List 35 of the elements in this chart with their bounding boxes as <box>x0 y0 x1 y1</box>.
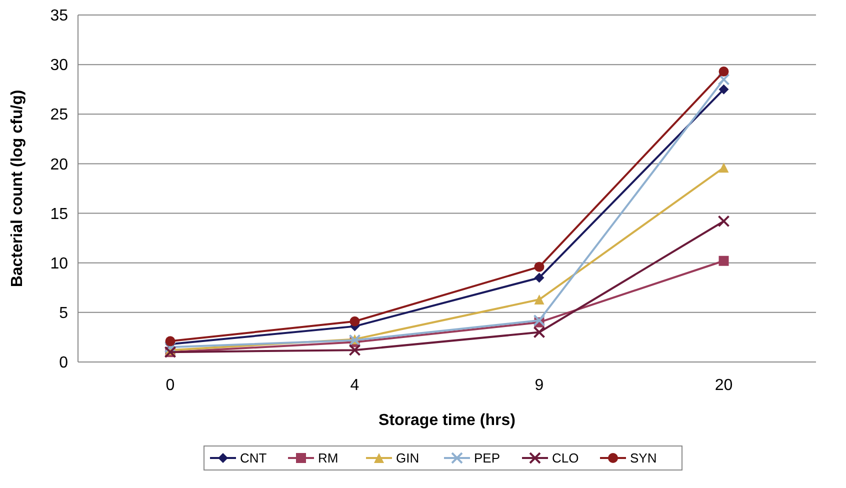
point <box>350 316 360 326</box>
legend-label: CLO <box>552 450 579 466</box>
y-tick-label: 10 <box>50 255 68 272</box>
legend-label: SYN <box>630 450 657 466</box>
y-tick-label: 35 <box>50 8 68 25</box>
y-tick-label: 0 <box>59 354 68 372</box>
point <box>718 162 729 173</box>
y-tick-label: 30 <box>50 57 68 74</box>
legend-label: GIN <box>396 450 420 466</box>
x-tick-label: 0 <box>166 377 175 394</box>
point <box>718 84 729 94</box>
point <box>718 73 730 86</box>
point <box>165 336 176 346</box>
y-tick-label: 20 <box>50 156 68 174</box>
point <box>718 256 729 266</box>
x-axis-title: Storage time (hrs) <box>378 412 516 429</box>
point <box>718 66 729 77</box>
y-tick-label: 25 <box>50 106 68 124</box>
x-tick-label: 9 <box>534 377 544 394</box>
point <box>534 294 544 305</box>
legend-label: PEP <box>474 450 500 466</box>
point <box>348 344 361 356</box>
point <box>534 262 544 272</box>
x-tick-label: 4 <box>350 377 360 394</box>
point <box>534 272 544 283</box>
x-tick-label: 20 <box>714 377 733 394</box>
point <box>164 341 176 354</box>
point <box>718 215 730 228</box>
legend-label: RM <box>318 450 338 466</box>
y-tick-label: 5 <box>59 305 68 322</box>
point <box>533 326 546 338</box>
point <box>533 314 546 326</box>
y-axis-title: Bacterial count (log cfu/g) <box>9 90 26 288</box>
y-tick-label: 15 <box>50 206 68 223</box>
legend-label: CNT <box>240 450 267 466</box>
